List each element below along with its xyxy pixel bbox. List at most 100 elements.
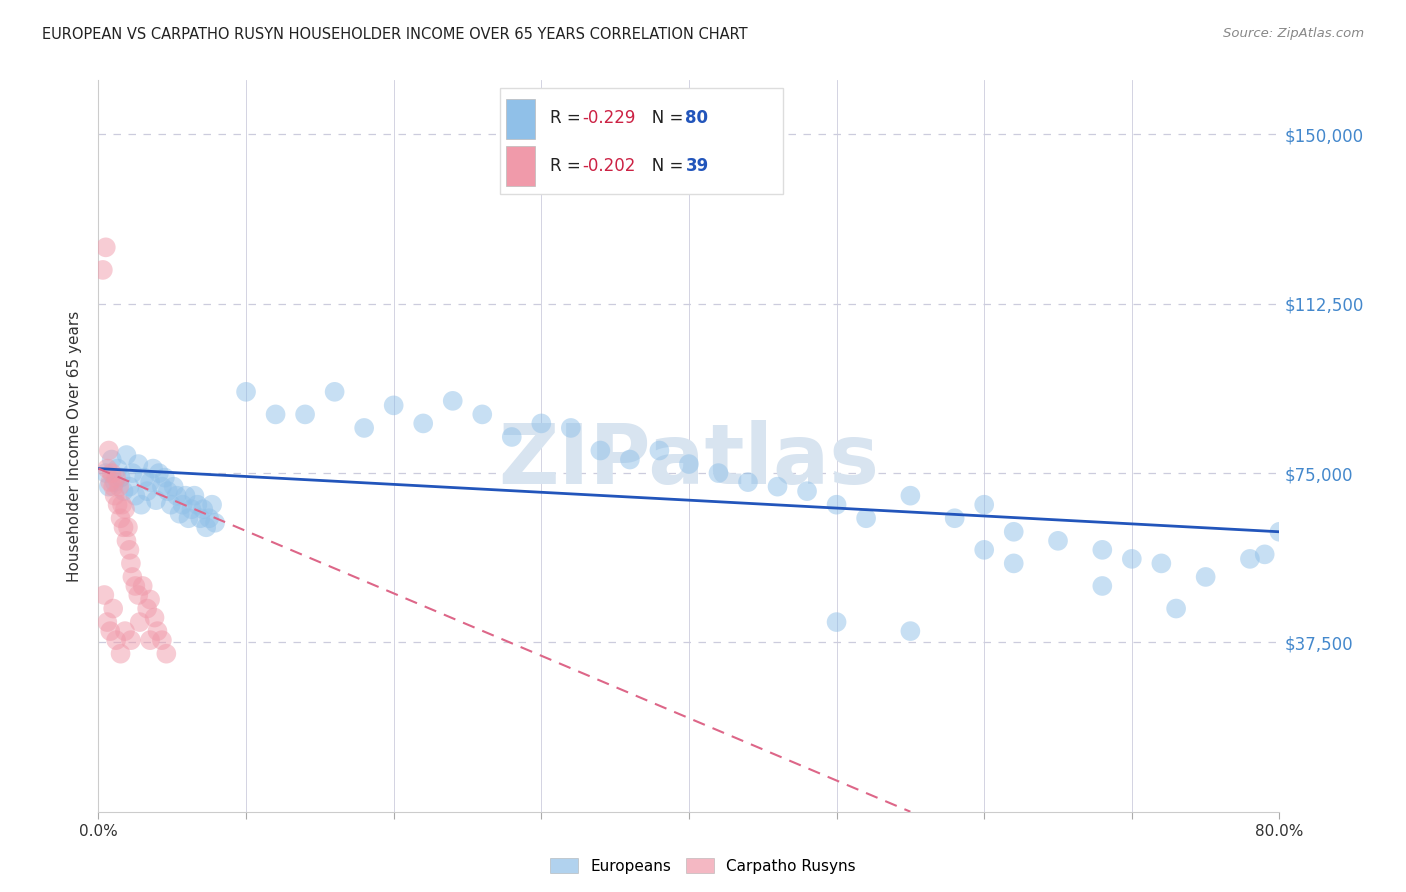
Point bbox=[124, 579, 146, 593]
Point bbox=[156, 484, 179, 499]
Point bbox=[110, 511, 132, 525]
Point bbox=[110, 470, 132, 484]
Point bbox=[159, 498, 181, 512]
Point bbox=[193, 502, 215, 516]
Point bbox=[139, 475, 162, 489]
Bar bbox=[501, 87, 783, 194]
Point bbox=[105, 633, 128, 648]
Point bbox=[1091, 579, 1114, 593]
Point bbox=[195, 520, 218, 534]
Legend: Europeans, Carpatho Rusyns: Europeans, Carpatho Rusyns bbox=[544, 852, 862, 880]
Point bbox=[180, 502, 202, 516]
Point bbox=[412, 417, 434, 431]
Point bbox=[188, 511, 211, 525]
Point bbox=[825, 615, 848, 629]
Point bbox=[172, 498, 194, 512]
Point bbox=[124, 489, 146, 503]
Text: Source: ZipAtlas.com: Source: ZipAtlas.com bbox=[1223, 27, 1364, 40]
Point bbox=[127, 588, 149, 602]
Point bbox=[129, 498, 152, 512]
Point bbox=[766, 480, 789, 494]
Point bbox=[825, 498, 848, 512]
Point bbox=[139, 592, 162, 607]
Point bbox=[100, 452, 122, 467]
Point bbox=[93, 588, 115, 602]
Point bbox=[112, 484, 135, 499]
Point bbox=[186, 498, 208, 512]
Point bbox=[94, 240, 117, 254]
Point bbox=[973, 498, 995, 512]
Point bbox=[117, 520, 139, 534]
Point bbox=[530, 417, 553, 431]
Point bbox=[121, 466, 143, 480]
Point bbox=[943, 511, 966, 525]
Point bbox=[163, 480, 186, 494]
Text: N =: N = bbox=[636, 157, 689, 175]
Point bbox=[1002, 524, 1025, 539]
Point bbox=[737, 475, 759, 489]
Point bbox=[174, 489, 197, 503]
Point bbox=[127, 457, 149, 471]
Point bbox=[103, 601, 125, 615]
Point bbox=[120, 557, 142, 571]
Point bbox=[114, 624, 136, 639]
Point bbox=[97, 443, 120, 458]
Point bbox=[201, 498, 224, 512]
Point bbox=[96, 461, 118, 475]
Point bbox=[204, 516, 226, 530]
Point bbox=[115, 448, 138, 462]
Point bbox=[471, 408, 494, 422]
Point bbox=[97, 480, 120, 494]
Point bbox=[155, 647, 177, 661]
Point bbox=[98, 624, 121, 639]
Point bbox=[103, 480, 125, 494]
Point bbox=[153, 470, 176, 484]
Bar bbox=[506, 99, 536, 139]
Point bbox=[1150, 557, 1173, 571]
Text: ZIPatlas: ZIPatlas bbox=[499, 420, 879, 501]
Text: 80: 80 bbox=[685, 109, 709, 127]
Point bbox=[177, 511, 200, 525]
Bar bbox=[506, 146, 536, 186]
Point bbox=[1091, 542, 1114, 557]
Point bbox=[1195, 570, 1218, 584]
Point bbox=[560, 421, 582, 435]
Text: EUROPEAN VS CARPATHO RUSYN HOUSEHOLDER INCOME OVER 65 YEARS CORRELATION CHART: EUROPEAN VS CARPATHO RUSYN HOUSEHOLDER I… bbox=[42, 27, 748, 42]
Point bbox=[1268, 524, 1291, 539]
Point bbox=[973, 542, 995, 557]
Point bbox=[96, 615, 118, 629]
Point bbox=[104, 475, 127, 489]
Point bbox=[501, 430, 523, 444]
Point bbox=[136, 484, 159, 499]
Text: 39: 39 bbox=[685, 157, 709, 175]
Text: -0.229: -0.229 bbox=[582, 109, 636, 127]
Text: -0.202: -0.202 bbox=[582, 157, 636, 175]
Point bbox=[105, 470, 128, 484]
Point bbox=[110, 647, 132, 661]
Point bbox=[1002, 557, 1025, 571]
Point bbox=[118, 542, 141, 557]
Point bbox=[111, 498, 134, 512]
Point bbox=[678, 457, 700, 471]
Point bbox=[619, 452, 641, 467]
Point bbox=[145, 493, 167, 508]
Point bbox=[707, 466, 730, 480]
Point bbox=[589, 443, 612, 458]
Text: N =: N = bbox=[636, 109, 689, 127]
Point bbox=[1046, 533, 1070, 548]
Point bbox=[648, 443, 671, 458]
Point bbox=[94, 466, 117, 480]
Point bbox=[1166, 601, 1188, 615]
Point bbox=[900, 489, 922, 503]
Point bbox=[169, 507, 191, 521]
Y-axis label: Householder Income Over 65 years: Householder Income Over 65 years bbox=[67, 310, 83, 582]
Point bbox=[112, 520, 135, 534]
Point bbox=[107, 498, 129, 512]
Point bbox=[441, 393, 464, 408]
Point bbox=[136, 601, 159, 615]
Point bbox=[120, 633, 142, 648]
Point bbox=[294, 408, 316, 422]
Point bbox=[128, 615, 150, 629]
Point bbox=[353, 421, 375, 435]
Point bbox=[118, 480, 141, 494]
